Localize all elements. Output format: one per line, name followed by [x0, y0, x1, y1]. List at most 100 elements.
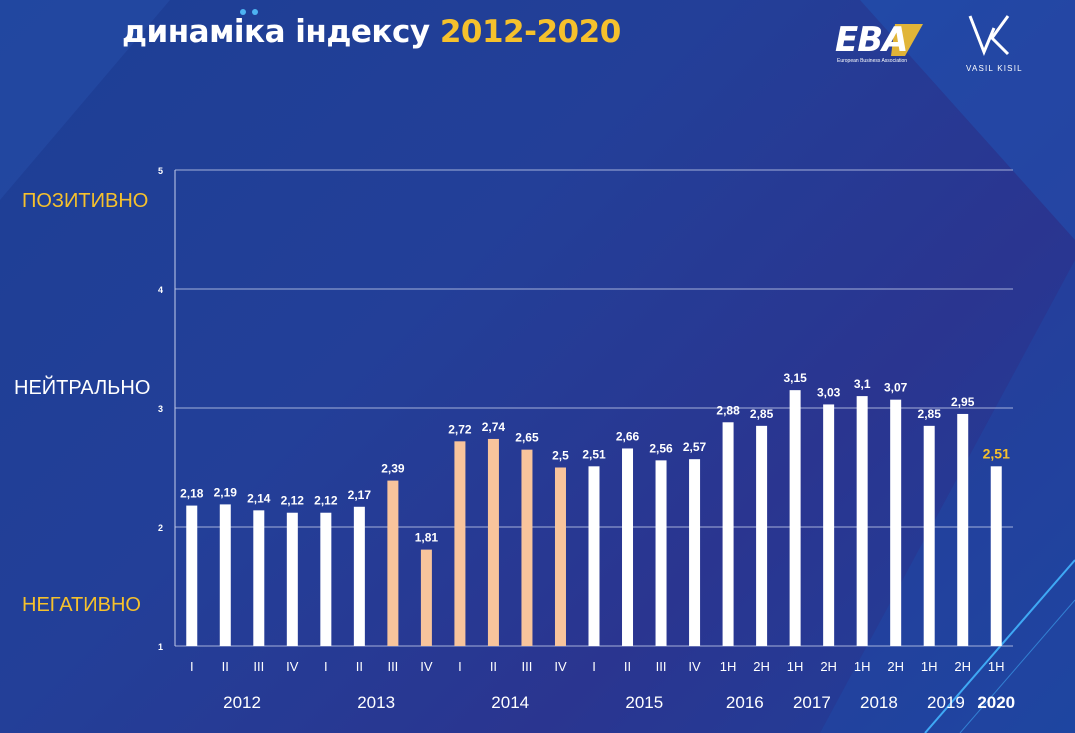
x-category-label: I — [592, 659, 596, 674]
bar — [286, 512, 298, 646]
bar — [588, 466, 600, 646]
bar-value-label: 2,39 — [381, 462, 405, 476]
bar-value-label: 2,51 — [983, 445, 1010, 461]
x-category-label: I — [190, 659, 194, 674]
bar-value-label: 2,14 — [247, 491, 271, 505]
bar-value-label: 3,07 — [884, 381, 908, 395]
x-category-label: IV — [554, 659, 567, 674]
bar — [454, 441, 466, 646]
year-group-label: 2015 — [625, 693, 663, 712]
bar — [353, 506, 365, 646]
x-category-label: 1H — [988, 659, 1005, 674]
bar-value-label: 2,17 — [348, 488, 372, 502]
bar-value-label: 2,85 — [750, 407, 774, 421]
x-category-label: III — [387, 659, 398, 674]
x-category-label: 2H — [753, 659, 770, 674]
bar-value-label: 2,74 — [482, 420, 506, 434]
bar — [923, 425, 935, 646]
x-category-label: II — [490, 659, 497, 674]
x-category-label: 1H — [854, 659, 871, 674]
x-category-label: IV — [688, 659, 701, 674]
bar — [420, 549, 432, 646]
x-category-label: III — [656, 659, 667, 674]
bar — [689, 459, 701, 646]
vk-logo-subtitle: VASIL KISIL — [966, 64, 1023, 73]
bar-value-label: 2,85 — [918, 407, 942, 421]
bar — [722, 422, 734, 646]
bar — [756, 425, 768, 646]
bar — [186, 505, 198, 646]
y-tick-label: 5 — [158, 166, 163, 176]
bar-value-label: 3,03 — [817, 385, 841, 399]
year-group-label: 2019 — [927, 693, 965, 712]
title-main: динаміка індексу — [122, 14, 430, 50]
year-group-label: 2018 — [860, 693, 898, 712]
year-group-label: 2012 — [223, 693, 261, 712]
vasil-kisil-logo: VASIL KISIL — [960, 14, 1040, 76]
bar-value-label: 2,65 — [515, 431, 539, 445]
y-tick-label: 2 — [158, 523, 163, 533]
bar-value-label: 2,57 — [683, 440, 707, 454]
eba-swoosh-icon — [891, 24, 923, 56]
decorative-dots — [240, 2, 264, 20]
bar-value-label: 2,72 — [448, 422, 472, 436]
x-category-label: III — [522, 659, 533, 674]
bar — [320, 512, 332, 646]
bar-value-label: 3,1 — [854, 377, 871, 391]
bar-value-label: 2,51 — [582, 447, 606, 461]
bar — [387, 480, 399, 646]
title-years: 2012-2020 — [439, 14, 621, 50]
bar — [655, 460, 667, 646]
bar — [219, 504, 231, 646]
eba-logo-text: EBA — [835, 20, 908, 60]
bar — [789, 390, 801, 646]
bar-value-label: 1,81 — [415, 531, 439, 545]
x-category-label: IV — [286, 659, 299, 674]
bar — [554, 467, 566, 646]
zone-label-positive: ПОЗИТИВНО — [22, 190, 149, 212]
x-category-label: 2H — [820, 659, 837, 674]
year-group-label: 2014 — [491, 693, 529, 712]
bar — [521, 449, 533, 646]
bar-value-label: 2,19 — [214, 485, 238, 499]
bar — [856, 396, 868, 646]
x-category-label: II — [222, 659, 229, 674]
bar-value-label: 2,56 — [649, 441, 673, 455]
zone-label-negative: НЕГАТИВНО — [22, 594, 141, 616]
x-category-label: 1H — [720, 659, 737, 674]
y-tick-label: 4 — [158, 285, 163, 295]
bar — [487, 438, 499, 646]
bar — [622, 448, 634, 646]
y-tick-label: 3 — [158, 404, 163, 414]
bar — [890, 399, 902, 646]
bar-value-label: 2,18 — [180, 487, 204, 501]
x-category-label: I — [458, 659, 462, 674]
x-category-label: 2H — [887, 659, 904, 674]
eba-logo-subtitle: European Business Association — [837, 58, 908, 64]
x-category-label: 1H — [787, 659, 804, 674]
vk-mark-icon — [968, 15, 1010, 57]
bar-value-label: 2,66 — [616, 429, 640, 443]
x-category-label: IV — [420, 659, 433, 674]
year-group-label: 2020 — [977, 693, 1015, 712]
year-group-label: 2013 — [357, 693, 395, 712]
page-title: динаміка індексу 2012-2020 — [122, 14, 621, 50]
bar — [957, 413, 969, 646]
year-group-label: 2017 — [793, 693, 831, 712]
bar-value-label: 2,95 — [951, 395, 975, 409]
x-category-label: III — [253, 659, 264, 674]
bar — [823, 404, 835, 646]
bar-value-label: 2,12 — [314, 494, 338, 508]
bar-value-label: 2,88 — [716, 403, 740, 417]
bar-value-label: 2,5 — [552, 449, 569, 463]
bar-value-label: 3,15 — [783, 371, 807, 385]
y-tick-label: 1 — [158, 642, 163, 652]
x-category-label: 1H — [921, 659, 938, 674]
x-category-label: II — [356, 659, 363, 674]
bar — [990, 466, 1002, 646]
zone-label-neutral: НЕЙТРАЛЬНО — [14, 377, 151, 399]
x-category-label: 2H — [954, 659, 971, 674]
x-category-label: II — [624, 659, 631, 674]
x-category-label: I — [324, 659, 328, 674]
